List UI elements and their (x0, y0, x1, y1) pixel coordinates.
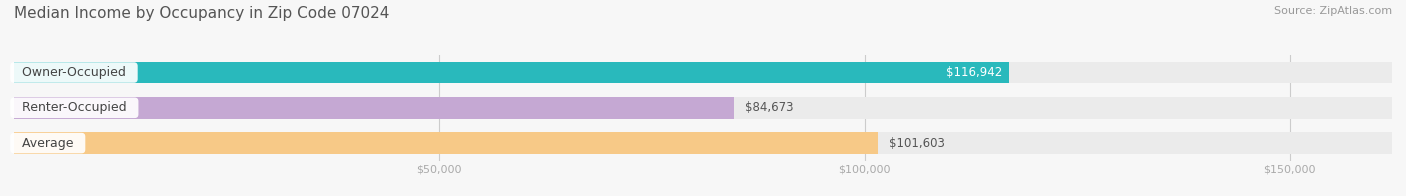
Text: Owner-Occupied: Owner-Occupied (14, 66, 134, 79)
Bar (14, 62, 1392, 83)
Bar (14, 97, 1392, 119)
Bar (14, 132, 1392, 154)
Text: Median Income by Occupancy in Zip Code 07024: Median Income by Occupancy in Zip Code 0… (14, 6, 389, 21)
Bar (14, 62, 1008, 83)
Text: Average: Average (14, 137, 82, 150)
Text: Renter-Occupied: Renter-Occupied (14, 101, 135, 114)
Bar (14, 97, 734, 119)
Text: $101,603: $101,603 (889, 137, 945, 150)
Text: $84,673: $84,673 (745, 101, 794, 114)
Text: $116,942: $116,942 (946, 66, 1002, 79)
Text: Source: ZipAtlas.com: Source: ZipAtlas.com (1274, 6, 1392, 16)
Bar (14, 132, 879, 154)
